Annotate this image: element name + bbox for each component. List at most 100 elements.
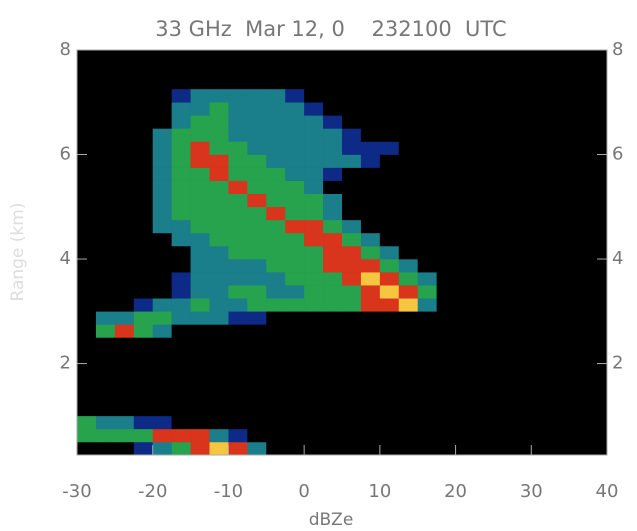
heatmap-cell	[77, 441, 97, 456]
x-tick-label: 30	[520, 481, 543, 502]
heatmap-cell	[323, 285, 343, 299]
heatmap-cell	[114, 376, 135, 390]
heatmap-cell	[152, 376, 172, 390]
heatmap-cell	[114, 245, 135, 260]
heatmap-cell	[379, 206, 400, 221]
heatmap-cell	[398, 272, 419, 286]
heatmap-cell	[171, 232, 191, 247]
heatmap-cell	[77, 428, 97, 443]
heatmap-cell	[247, 389, 267, 404]
heatmap-cell	[228, 102, 248, 116]
heatmap-cell	[379, 350, 400, 364]
heatmap-cell	[417, 232, 437, 247]
heatmap-cell	[114, 115, 135, 129]
heatmap-cell	[171, 102, 191, 116]
heatmap-cell	[171, 311, 191, 325]
heatmap-cell	[152, 89, 172, 103]
heatmap-cell	[171, 428, 191, 443]
heatmap-cell	[304, 285, 324, 299]
heatmap-cell	[323, 115, 343, 129]
y-tick-label-right: 8	[612, 39, 623, 60]
heatmap-cell	[95, 141, 116, 155]
heatmap-cell	[171, 337, 191, 351]
heatmap-cell	[304, 324, 324, 338]
heatmap-cell	[285, 167, 305, 181]
y-tick-label-right: 6	[612, 144, 623, 165]
x-tick-label: -20	[138, 481, 167, 502]
heatmap-cell	[342, 376, 362, 390]
heatmap-cell	[171, 298, 191, 312]
heatmap-cell	[209, 219, 229, 234]
heatmap-cell	[95, 89, 116, 103]
heatmap-cell	[171, 363, 191, 377]
heatmap-cell	[114, 428, 135, 443]
heatmap-cell	[171, 167, 191, 181]
heatmap-cell	[379, 376, 400, 390]
heatmap-cell	[323, 102, 343, 116]
heatmap-cell	[152, 141, 172, 155]
heatmap-cell	[77, 154, 97, 168]
heatmap-cell	[228, 193, 248, 208]
heatmap-cell	[436, 415, 456, 430]
heatmap-cell	[228, 232, 248, 247]
heatmap-cell	[360, 415, 381, 430]
heatmap-cell	[190, 259, 210, 273]
heatmap-cell	[266, 350, 286, 364]
heatmap-cell	[133, 102, 154, 116]
heatmap-cell	[304, 376, 324, 390]
heatmap-cell	[304, 232, 324, 247]
heatmap-cell	[209, 128, 229, 142]
heatmap-cell	[379, 89, 400, 103]
heatmap-cell	[398, 167, 419, 181]
heatmap-cell	[209, 376, 229, 390]
heatmap-cell	[342, 180, 362, 195]
heatmap-cell	[95, 219, 116, 234]
heatmap-cell	[398, 285, 419, 299]
heatmap-cell	[342, 415, 362, 430]
y-tick-label-right: 4	[612, 248, 623, 269]
heatmap-cell	[360, 232, 381, 247]
heatmap-cell	[379, 402, 400, 417]
heatmap-cell	[190, 350, 210, 364]
heatmap-cell	[209, 141, 229, 155]
heatmap-cell	[171, 402, 191, 417]
heatmap-cell	[285, 115, 305, 129]
heatmap-cell	[209, 206, 229, 221]
heatmap-cell	[209, 428, 229, 443]
heatmap-cell	[152, 324, 172, 338]
heatmap-cell	[417, 128, 437, 142]
heatmap-cell	[152, 245, 172, 260]
heatmap-cell	[360, 206, 381, 221]
x-tick-label: -10	[214, 481, 243, 502]
heatmap-cell	[436, 219, 456, 234]
heatmap-cell	[436, 141, 456, 155]
heatmap-cell	[379, 141, 400, 155]
heatmap-cell	[398, 128, 419, 142]
heatmap-cell	[247, 428, 267, 443]
heatmap-cell	[342, 102, 362, 116]
heatmap-cell	[190, 102, 210, 116]
heatmap-cell	[417, 259, 437, 273]
heatmap-cell	[398, 180, 419, 195]
heatmap-cell	[209, 102, 229, 116]
heatmap-cell	[152, 402, 172, 417]
heatmap-cell	[95, 376, 116, 390]
heatmap-cell	[285, 324, 305, 338]
heatmap-cell	[95, 180, 116, 195]
heatmap-cell	[360, 102, 381, 116]
heatmap-cell	[323, 141, 343, 155]
heatmap-cell	[209, 311, 229, 325]
heatmap-cell	[152, 389, 172, 404]
heatmap-cell	[304, 272, 324, 286]
heatmap-cell	[285, 376, 305, 390]
heatmap-cell	[379, 337, 400, 351]
heatmap-cell	[417, 167, 437, 181]
heatmap-cell	[379, 311, 400, 325]
heatmap-cell	[285, 285, 305, 299]
heatmap-cell	[77, 363, 97, 377]
heatmap-cell	[417, 415, 437, 430]
heatmap-cell	[209, 115, 229, 129]
heatmap-cell	[190, 272, 210, 286]
heatmap-cell	[398, 245, 419, 260]
heatmap-cell	[342, 154, 362, 168]
